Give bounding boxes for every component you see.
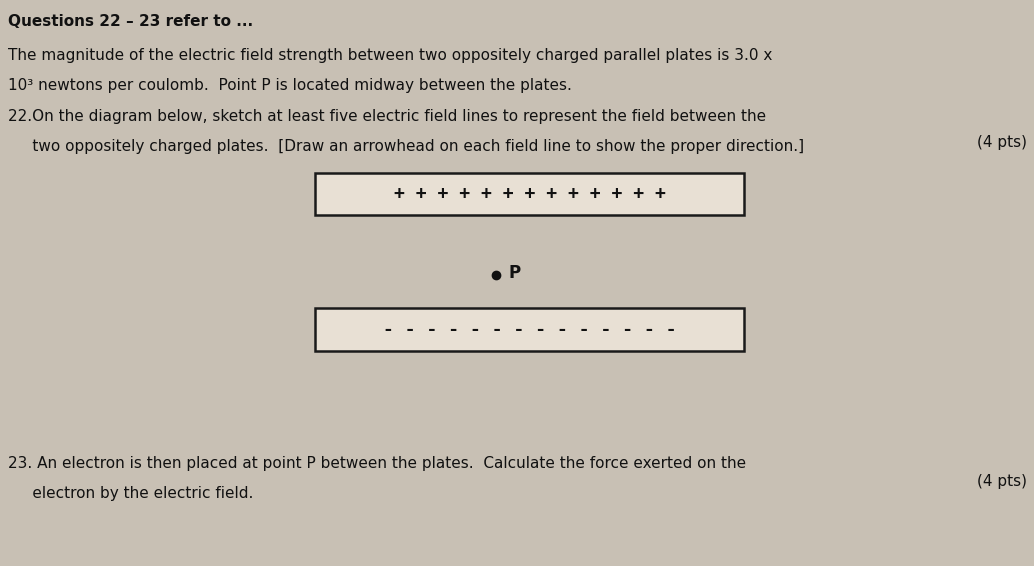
Text: 23. An electron is then placed at point P between the plates.  Calculate the for: 23. An electron is then placed at point … xyxy=(8,456,747,471)
Bar xyxy=(315,308,744,351)
Text: two oppositely charged plates.  [Draw an arrowhead on each field line to show th: two oppositely charged plates. [Draw an … xyxy=(8,139,804,154)
Text: P: P xyxy=(509,264,521,282)
Text: + + + + + + + + + + + + +: + + + + + + + + + + + + + xyxy=(394,185,666,203)
Text: (4 pts): (4 pts) xyxy=(977,474,1027,490)
Text: Questions 22 – 23 refer to ...: Questions 22 – 23 refer to ... xyxy=(8,14,253,29)
Text: electron by the electric field.: electron by the electric field. xyxy=(8,486,253,501)
Bar xyxy=(315,173,744,215)
Text: 10³ newtons per coulomb.  Point P is located midway between the plates.: 10³ newtons per coulomb. Point P is loca… xyxy=(8,78,572,93)
Text: The magnitude of the electric field strength between two oppositely charged para: The magnitude of the electric field stre… xyxy=(8,48,772,63)
Text: 22.On the diagram below, sketch at least five electric field lines to represent : 22.On the diagram below, sketch at least… xyxy=(8,109,766,124)
Text: - - - - - - - - - - - - - -: - - - - - - - - - - - - - - xyxy=(384,321,676,338)
Text: (4 pts): (4 pts) xyxy=(977,135,1027,150)
